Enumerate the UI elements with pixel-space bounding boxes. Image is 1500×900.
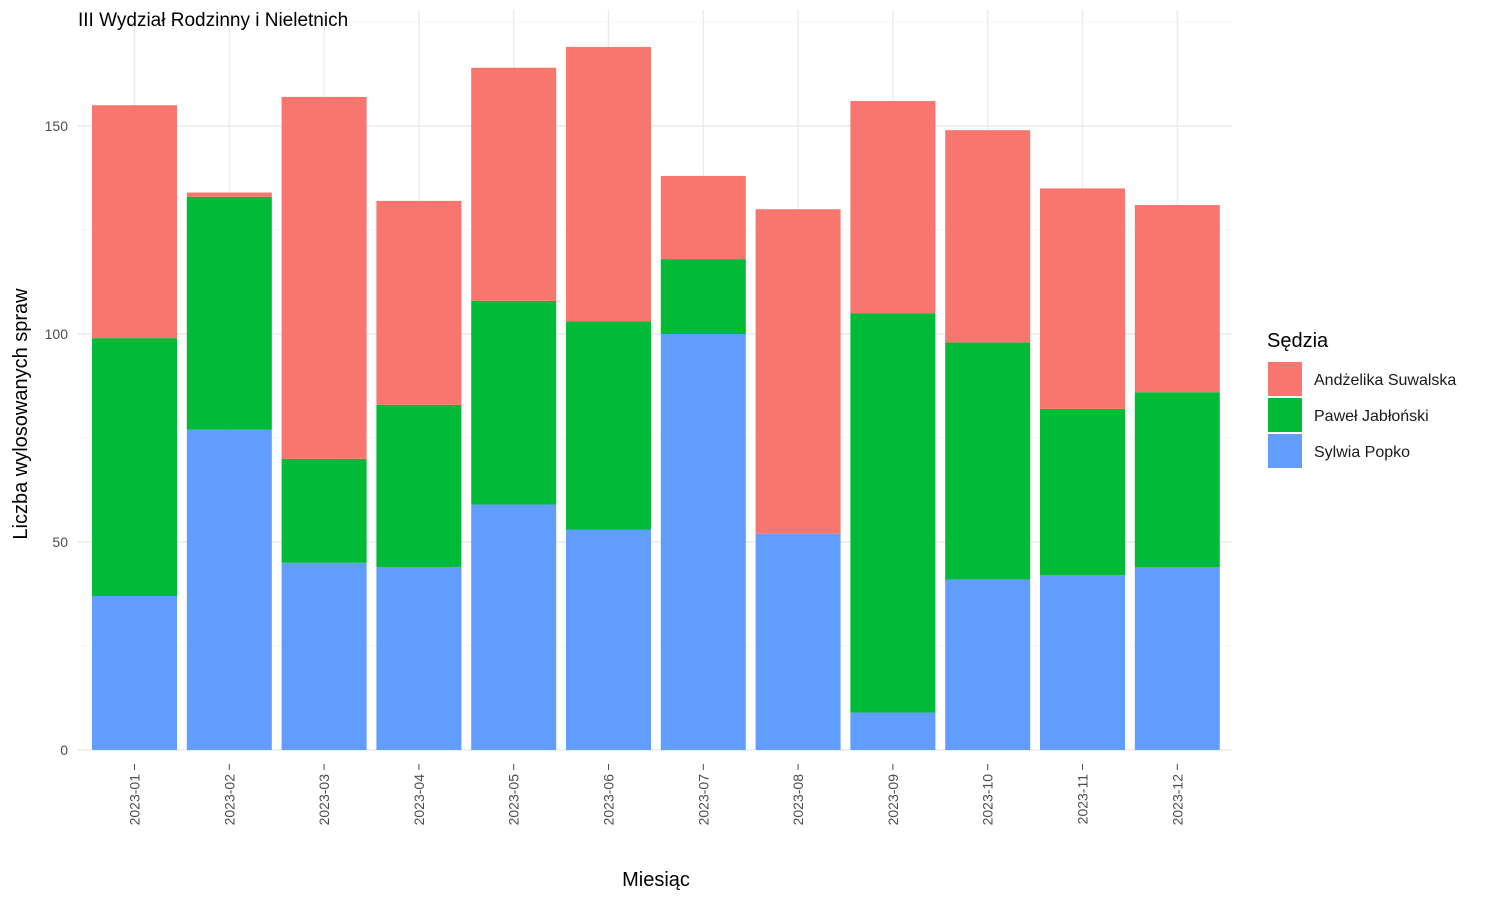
x-tick-label: 2023-09 [885, 774, 901, 826]
bar-segment-and-elika-suwalska [92, 105, 177, 339]
bar-segment-sylwia-popko [186, 429, 272, 750]
legend-title: Sędzia [1267, 330, 1329, 352]
legend-label: Paweł Jabłoński [1314, 408, 1429, 425]
bar-segment-pawe-jab-o-ski [1040, 408, 1125, 576]
bar-segment-pawe-jab-o-ski [1134, 392, 1220, 567]
legend-swatch [1268, 398, 1302, 432]
x-axis: 2023-01 2023-02 2023-03 2023-04 2023-05 2023-… [127, 764, 1185, 826]
y-axis: 0 50 100 150 [45, 118, 69, 758]
bar-segment-pawe-jab-o-ski [660, 259, 746, 334]
y-tick-label: 100 [45, 326, 69, 342]
bar-segment-sylwia-popko [566, 529, 651, 750]
legend: Sędzia Andżelika Suwalska Paweł Jabłoński… [1267, 330, 1456, 468]
y-tick-label: 150 [45, 118, 69, 134]
legend-items: Andżelika Suwalska Paweł Jabłoński Sylwia … [1268, 362, 1456, 468]
bar-segment-and-elika-suwalska [1040, 188, 1125, 409]
bar-segment-pawe-jab-o-ski [281, 458, 367, 563]
bar-segment-pawe-jab-o-ski [471, 300, 557, 505]
x-tick-label: 2023-08 [790, 774, 806, 826]
x-tick-label: 2023-11 [1075, 774, 1091, 825]
bar-segment-sylwia-popko [1134, 566, 1220, 750]
y-axis-title: Liczba wylosowanych spraw [10, 288, 32, 540]
bar-segment-sylwia-popko [1040, 575, 1125, 750]
bar-segment-sylwia-popko [945, 579, 1031, 750]
bar-segment-pawe-jab-o-ski [92, 338, 177, 597]
bar-segment-sylwia-popko [660, 334, 746, 750]
bar-segment-sylwia-popko [850, 712, 936, 750]
bar-segment-sylwia-popko [376, 566, 462, 750]
bar-segment-sylwia-popko [92, 596, 177, 750]
bar-segment-sylwia-popko [471, 504, 557, 750]
x-tick-label: 2023-03 [316, 774, 332, 826]
x-tick-label: 2023-05 [506, 774, 522, 826]
bar-segment-and-elika-suwalska [1134, 205, 1220, 393]
bar-segment-and-elika-suwalska [186, 192, 272, 197]
bar-segment-and-elika-suwalska [281, 96, 367, 459]
bar-segment-sylwia-popko [755, 533, 841, 750]
bar-segment-and-elika-suwalska [376, 200, 462, 405]
legend-swatch [1268, 362, 1302, 396]
legend-label: Andżelika Suwalska [1314, 372, 1456, 389]
bar-segment-pawe-jab-o-ski [850, 313, 936, 713]
bars-layer [92, 46, 1220, 750]
x-tick-label: 2023-12 [1169, 774, 1185, 826]
bar-segment-and-elika-suwalska [755, 209, 841, 534]
bar-segment-pawe-jab-o-ski [566, 321, 651, 530]
y-tick-label: 50 [52, 534, 68, 550]
bar-segment-sylwia-popko [281, 562, 367, 750]
x-tick-label: 2023-04 [411, 774, 427, 826]
chart-title: III Wydział Rodzinny i Nieletnich [78, 10, 348, 31]
bar-segment-pawe-jab-o-ski [376, 404, 462, 567]
x-tick-label: 2023-06 [601, 774, 617, 826]
bar-segment-and-elika-suwalska [850, 101, 936, 314]
bar-segment-and-elika-suwalska [945, 130, 1031, 343]
bar-segment-and-elika-suwalska [471, 67, 557, 301]
x-tick-label: 2023-01 [127, 774, 143, 826]
y-tick-label: 0 [60, 742, 68, 758]
legend-label: Sylwia Popko [1314, 444, 1410, 461]
bar-segment-pawe-jab-o-ski [186, 196, 272, 430]
x-tick-label: 2023-10 [980, 774, 996, 826]
bar-segment-and-elika-suwalska [660, 175, 746, 260]
bar-segment-pawe-jab-o-ski [945, 342, 1031, 580]
legend-swatch [1268, 434, 1302, 468]
bar-segment-and-elika-suwalska [566, 46, 651, 322]
x-tick-label: 2023-02 [221, 774, 237, 826]
x-tick-label: 2023-07 [695, 774, 711, 826]
x-axis-title: Miesiąc [622, 869, 690, 891]
